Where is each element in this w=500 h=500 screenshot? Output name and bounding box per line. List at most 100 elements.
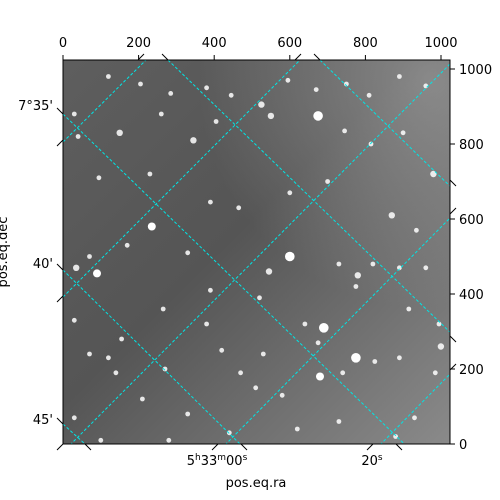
ra-minutes: 33 bbox=[201, 454, 218, 469]
star bbox=[138, 81, 143, 87]
wcs-tick bbox=[449, 179, 457, 187]
star bbox=[253, 385, 259, 391]
ra-seconds-unit: s bbox=[378, 453, 383, 463]
top-tick-label: 0 bbox=[59, 36, 67, 51]
star bbox=[75, 134, 81, 139]
wcs-tick bbox=[313, 53, 321, 61]
grid-line bbox=[167, 60, 450, 333]
top-tick-label: 1000 bbox=[424, 36, 457, 51]
wcs-tick bbox=[366, 443, 374, 451]
wcs-tick bbox=[240, 443, 248, 451]
y-axis-label: pos.eq.dec bbox=[0, 217, 11, 288]
ra-tick-label: 5h33m00s bbox=[187, 453, 248, 469]
star bbox=[397, 74, 402, 79]
wcs-tick bbox=[56, 295, 64, 303]
wcs-tick bbox=[56, 139, 64, 147]
grid-line bbox=[380, 373, 450, 444]
star bbox=[294, 426, 300, 432]
star bbox=[116, 129, 123, 136]
star bbox=[147, 171, 153, 177]
star bbox=[238, 370, 244, 376]
star bbox=[208, 287, 213, 293]
star bbox=[147, 222, 156, 231]
star bbox=[354, 272, 361, 279]
coordinate-grid bbox=[63, 60, 450, 444]
star bbox=[98, 437, 104, 443]
star bbox=[106, 355, 111, 361]
star bbox=[315, 340, 321, 346]
wcs-tick bbox=[449, 335, 457, 343]
dec-axis: 7°35' 40' 45' bbox=[18, 99, 53, 428]
ra-axis: 5h33m00s 20s bbox=[187, 453, 383, 469]
right-tick-label: 1000 bbox=[459, 63, 492, 78]
star bbox=[185, 250, 191, 256]
ra-hours-unit: h bbox=[195, 453, 201, 463]
wcs-tick bbox=[84, 443, 92, 451]
star bbox=[279, 392, 285, 398]
star bbox=[257, 295, 262, 301]
star bbox=[325, 179, 330, 184]
star bbox=[106, 74, 111, 79]
star bbox=[228, 92, 234, 98]
star bbox=[430, 170, 437, 178]
star bbox=[436, 321, 442, 327]
star bbox=[393, 434, 398, 439]
top-pixel-axis: 0 200 400 600 800 1000 bbox=[59, 36, 458, 60]
star bbox=[313, 111, 323, 121]
wcs-tick bbox=[449, 363, 457, 371]
star bbox=[285, 77, 291, 83]
star bbox=[119, 336, 124, 342]
star bbox=[285, 251, 295, 262]
star bbox=[190, 137, 197, 144]
star bbox=[287, 190, 293, 196]
grid-line bbox=[70, 63, 450, 444]
star bbox=[213, 119, 219, 124]
star bbox=[414, 227, 419, 233]
star bbox=[158, 111, 164, 117]
wcs-tick bbox=[449, 207, 457, 215]
star bbox=[267, 112, 275, 120]
star-field bbox=[71, 74, 445, 443]
plot-frame bbox=[62, 59, 451, 445]
ra-seconds-unit: s bbox=[243, 453, 248, 463]
star bbox=[437, 343, 445, 350]
top-tick-label: 600 bbox=[277, 36, 302, 51]
star bbox=[302, 321, 308, 327]
ra-seconds: 00 bbox=[226, 454, 243, 469]
star bbox=[340, 370, 346, 376]
wcs-tick bbox=[56, 443, 64, 451]
ra-hours: 5 bbox=[187, 454, 195, 469]
star bbox=[432, 370, 438, 376]
x-axis-label: pos.eq.ra bbox=[226, 476, 287, 491]
star bbox=[366, 92, 372, 98]
wcs-tick bbox=[294, 53, 302, 61]
wcs-tick bbox=[56, 107, 64, 115]
star bbox=[336, 261, 342, 267]
star bbox=[204, 85, 210, 91]
grid-line bbox=[319, 60, 450, 187]
dec-tick-label: 45' bbox=[33, 413, 53, 428]
star bbox=[208, 199, 213, 205]
star bbox=[388, 212, 395, 219]
star bbox=[316, 372, 324, 381]
star bbox=[313, 87, 319, 92]
star bbox=[185, 411, 191, 417]
star bbox=[397, 265, 402, 271]
ra-minutes-unit: m bbox=[217, 453, 226, 463]
star bbox=[96, 175, 102, 181]
star bbox=[219, 347, 225, 353]
star bbox=[368, 141, 374, 147]
star bbox=[124, 242, 130, 248]
top-tick-label: 200 bbox=[126, 36, 151, 51]
ra-seconds: 20 bbox=[361, 454, 378, 469]
star bbox=[265, 268, 273, 275]
star bbox=[73, 264, 80, 271]
star bbox=[406, 306, 412, 312]
star bbox=[412, 415, 417, 421]
star bbox=[93, 269, 101, 278]
star bbox=[258, 101, 265, 108]
grid-line bbox=[63, 60, 147, 143]
star bbox=[353, 284, 359, 289]
star bbox=[336, 419, 342, 424]
wcs-ticks bbox=[56, 53, 457, 451]
